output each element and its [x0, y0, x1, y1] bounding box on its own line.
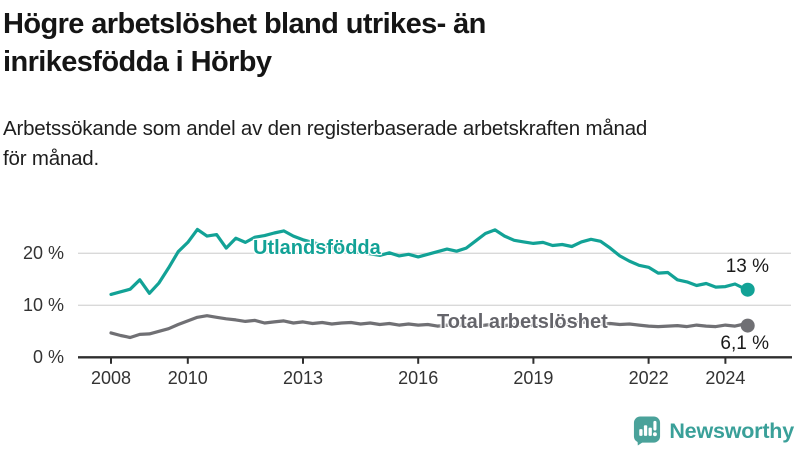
series-label-utlandsfodda: Utlandsfödda: [253, 237, 381, 259]
newsworthy-wordmark: Newsworthy: [669, 418, 794, 443]
newsworthy-logo[interactable]: Newsworthy: [633, 416, 794, 446]
x-axis-label-2024: 2024: [705, 368, 746, 388]
y-axis-label-10: 10 %: [22, 295, 64, 316]
x-axis-label-2022: 2022: [628, 368, 669, 388]
logo-bubble-tail: [637, 437, 644, 446]
end-value-label-utlandsfodda: 13 %: [725, 256, 769, 277]
series-line-1: [109, 314, 750, 340]
x-axis-label-2010: 2010: [167, 368, 208, 388]
page-title: Högre arbetslöshet bland utrikes- än inri…: [3, 5, 486, 81]
logo-bar-medium: [648, 427, 653, 436]
series-line-0: [109, 227, 750, 296]
logo-bar-small: [639, 429, 643, 436]
series-end-dot-0: [740, 282, 755, 297]
logo-exclamation-dot: [653, 432, 658, 437]
page-subtitle-line-2: för månad.: [3, 147, 99, 170]
bar-chart-speech-bubble-icon: [634, 416, 661, 446]
x-axis-label-2008: 2008: [90, 368, 132, 388]
x-axis-label-2013: 2013: [282, 368, 324, 388]
end-value-label-total-arbetsloshet: 6,1 %: [720, 333, 769, 354]
page-title-line-1: Högre arbetslöshet bland utrikes- än: [3, 8, 486, 40]
series-label-total-arbetsloshet: Total arbetslöshet: [437, 311, 608, 333]
y-axis-label-0: 0 %: [32, 347, 64, 368]
logo-bar-tall: [644, 425, 648, 436]
series-end-dot-1: [740, 318, 755, 333]
logo-exclamation-bar: [653, 420, 657, 431]
x-axis-label-2019: 2019: [513, 368, 554, 388]
y-axis-label-20: 20 %: [22, 243, 64, 264]
page-subtitle-line-1: Arbetssökande som andel av den registerb…: [3, 117, 648, 140]
page-subtitle: Arbetssökande som andel av den registerb…: [3, 114, 647, 174]
page-title-line-2: inrikesfödda i Hörby: [3, 46, 272, 78]
x-axis-label-2016: 2016: [398, 368, 439, 388]
